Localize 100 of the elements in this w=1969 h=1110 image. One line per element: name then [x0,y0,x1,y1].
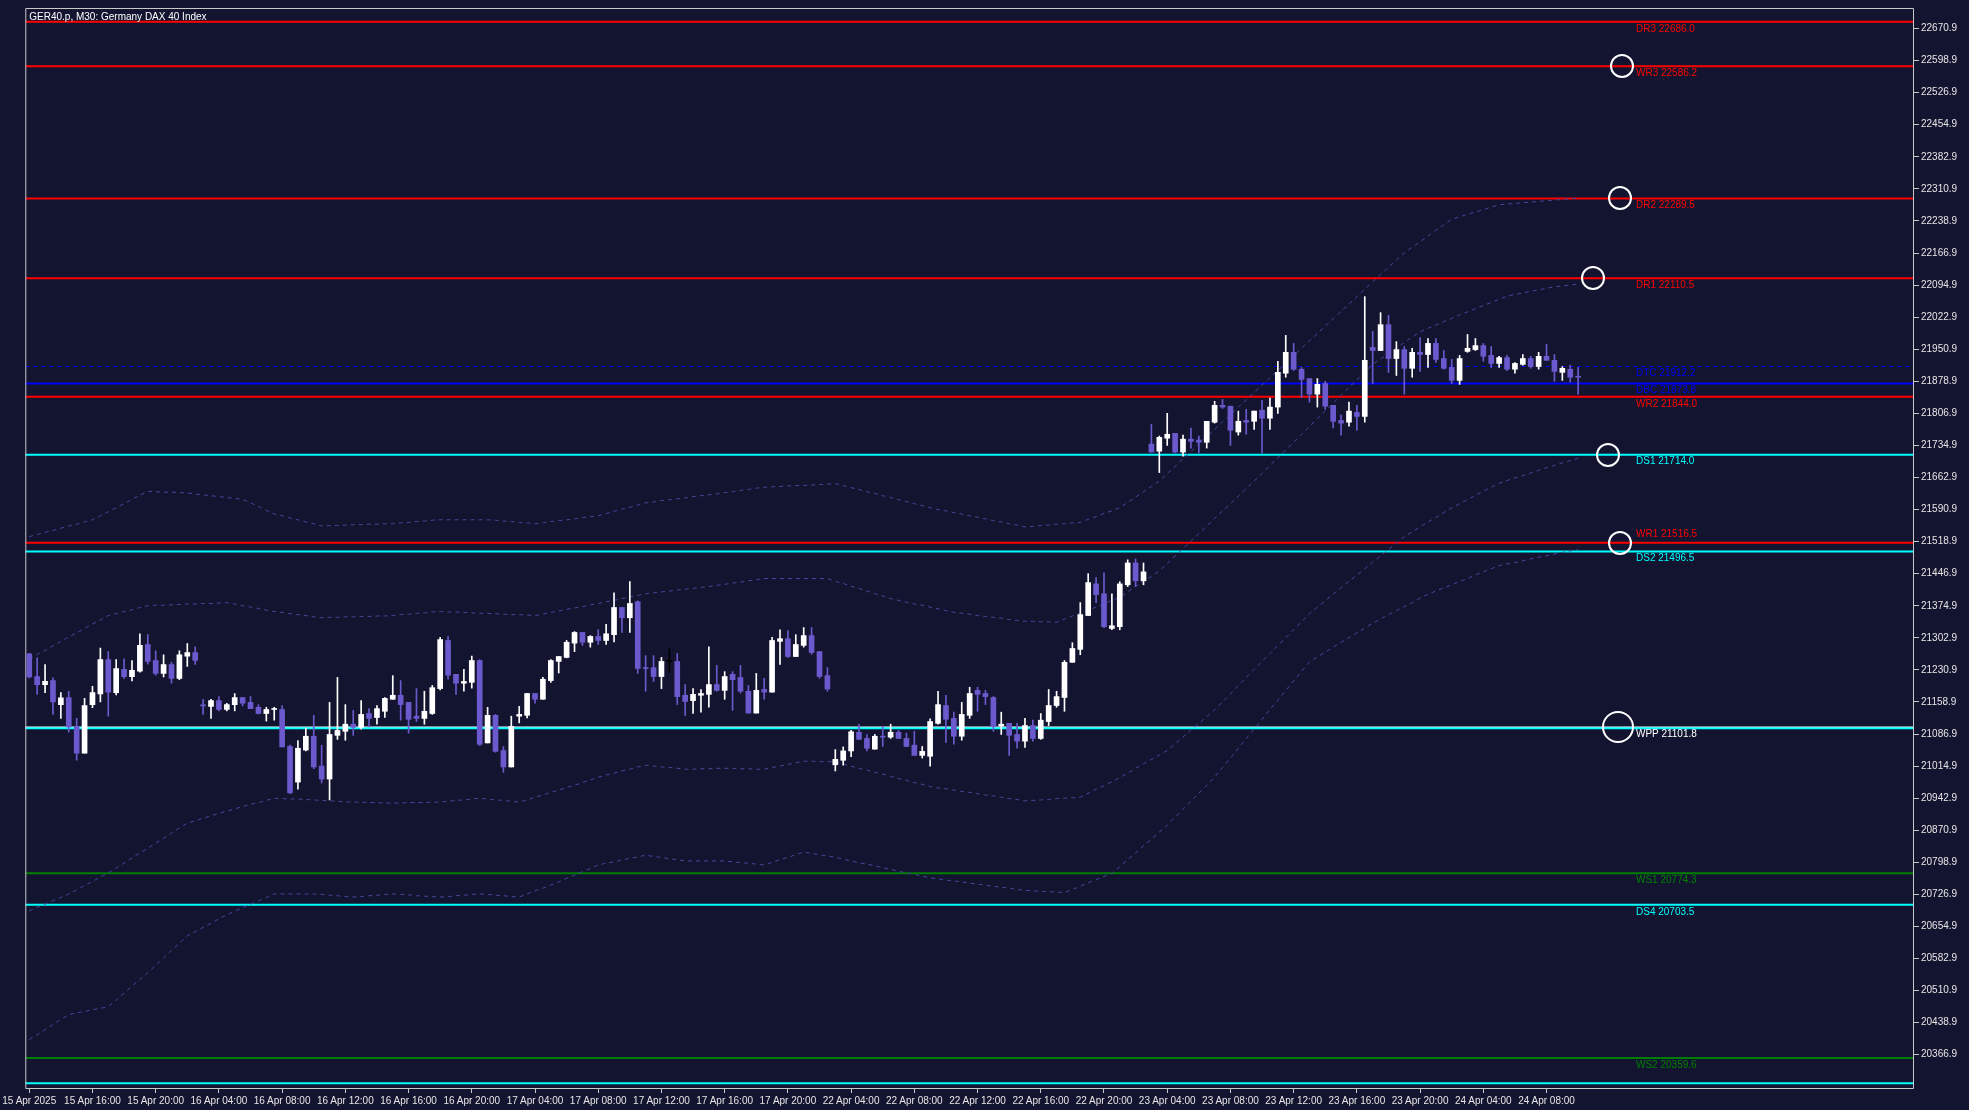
y-tick-label: 21374.9 [1921,599,1958,611]
x-tick-label: 22 Apr 08:00 [885,1094,944,1106]
x-tick-label: 17 Apr 16:00 [696,1094,754,1106]
ref-line-label: WS2 20359.6 [1636,1058,1698,1070]
y-tick-label: 21662.9 [1921,471,1958,483]
ref-line-label: DS4 20703.5 [1636,905,1695,917]
y-tick-label: 22526.9 [1921,86,1958,98]
y-tick-label: 22166.9 [1921,246,1958,258]
ref-line-label: DTC 21912.2 [1636,367,1696,379]
ref-line-label: DR2 22289.5 [1636,199,1696,211]
candlestick [1243,408,1250,435]
x-tick-label: 17 Apr 04:00 [506,1094,564,1106]
y-tick-label: 22670.9 [1921,22,1958,34]
candlestick [1417,337,1423,372]
x-tick-label: 16 Apr 12:00 [316,1094,375,1106]
y-tick-label: 21446.9 [1921,567,1958,579]
candlestick [777,629,783,665]
y-tick-label: 21806.9 [1921,407,1958,419]
ref-line-label: WPP 21101.8 [1636,728,1698,740]
line-series [28,457,1579,912]
candlestick [58,692,64,719]
x-tick-label: 16 Apr 16:00 [380,1094,438,1106]
x-tick-label: 22 Apr 12:00 [949,1094,1007,1106]
y-tick-label: 20870.9 [1921,824,1958,836]
candlestick [1195,435,1202,454]
y-tick-label: 20942.9 [1921,791,1958,803]
candlestick [1109,593,1115,631]
ref-line-label: WR1 21516.5 [1636,528,1698,540]
x-tick-label: 22 Apr 04:00 [822,1094,880,1106]
y-tick-label: 21518.9 [1921,535,1958,547]
candlestick [706,646,712,708]
ref-line-label: WR2 21844.0 [1636,397,1698,409]
candlestick [698,689,704,713]
y-tick-label: 20438.9 [1921,1016,1958,1028]
x-tick-label: 22 Apr 16:00 [1012,1094,1070,1106]
ref-line-label: DS2 21496.5 [1636,552,1695,564]
ref-line-label: WS1 20774.3 [1636,874,1698,886]
x-tick-label: 24 Apr 08:00 [1518,1094,1576,1106]
ref-line-label: DR1 22110.5 [1636,278,1695,290]
y-tick-label: 21734.9 [1921,439,1958,451]
x-tick-label: 16 Apr 04:00 [190,1094,248,1106]
ref-line-label: WR3 22586.2 [1636,67,1698,79]
y-tick-label: 21230.9 [1921,663,1958,675]
y-tick-label: 21014.9 [1921,759,1958,771]
candlestick [1164,412,1171,446]
y-tick-label: 21086.9 [1921,727,1958,739]
line-series [28,197,1579,538]
y-tick-label: 21590.9 [1921,503,1958,515]
ref-line-label: DR3 22686.0 [1636,22,1696,34]
x-tick-label: 15 Apr 2025 [2,1094,57,1106]
y-tick-label: 20582.9 [1921,952,1958,964]
y-tick-label: 22382.9 [1921,150,1958,162]
y-tick-label: 21878.9 [1921,375,1958,387]
y-tick-label: 21950.9 [1921,342,1958,354]
candlestick [42,664,48,693]
x-tick-label: 23 Apr 08:00 [1202,1094,1260,1106]
candlestick [713,665,720,692]
y-tick-label: 20366.9 [1921,1048,1958,1060]
y-tick-label: 21302.9 [1921,631,1958,643]
y-tick-label: 21158.9 [1921,695,1957,707]
candlestick [350,710,357,736]
x-tick-label: 16 Apr 08:00 [253,1094,311,1106]
x-tick-label: 23 Apr 20:00 [1391,1094,1449,1106]
x-tick-label: 23 Apr 04:00 [1138,1094,1196,1106]
x-tick-label: 17 Apr 12:00 [633,1094,691,1106]
y-tick-label: 22598.9 [1921,54,1958,66]
candlestick [1259,400,1265,454]
y-tick-label: 20726.9 [1921,888,1958,900]
x-tick-label: 16 Apr 20:00 [443,1094,501,1106]
candlestick [34,657,40,695]
line-series [28,548,1579,1041]
x-tick-label: 24 Apr 04:00 [1454,1094,1513,1106]
x-tick-label: 23 Apr 16:00 [1328,1094,1386,1106]
y-tick-label: 22454.9 [1921,118,1958,130]
x-tick-label: 15 Apr 16:00 [64,1094,122,1106]
x-tick-label: 17 Apr 08:00 [569,1094,628,1106]
candlestick [1369,331,1376,384]
candlestick [389,675,396,700]
candlestick [682,684,688,716]
x-tick-label: 15 Apr 20:00 [127,1094,185,1106]
y-tick-label: 20798.9 [1921,856,1958,868]
candlestick [1338,414,1344,436]
candlestick [1354,404,1360,431]
y-tick-label: 22238.9 [1921,214,1958,226]
y-tick-label: 22310.9 [1921,182,1958,194]
x-tick-label: 17 Apr 20:00 [759,1094,817,1106]
candlestick [1575,367,1581,395]
candlestick [1188,427,1194,449]
x-tick-label: 22 Apr 20:00 [1075,1094,1133,1106]
candlestick [184,643,191,667]
chart-title: GER40.p, M30: Germany DAX 40 Index [29,11,207,23]
y-tick-label: 22094.9 [1921,278,1958,290]
y-tick-label: 20654.9 [1921,920,1958,932]
ref-line-label: DBC 21873.8 [1636,384,1697,396]
candlestick [461,669,467,692]
candlestick [271,706,278,721]
y-tick-label: 20510.9 [1921,984,1958,996]
candlestick [516,706,523,724]
x-tick-label: 23 Apr 12:00 [1265,1094,1323,1106]
candlestick [761,678,768,700]
